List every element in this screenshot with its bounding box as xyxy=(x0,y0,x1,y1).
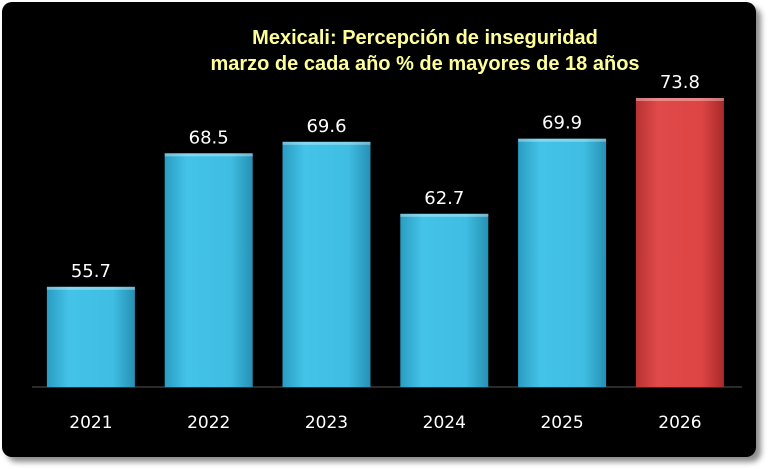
x-tick-label-2024: 2024 xyxy=(423,413,466,433)
x-tick-label-2023: 2023 xyxy=(305,413,348,433)
bar-2021 xyxy=(46,286,135,387)
x-tick-label-2022: 2022 xyxy=(187,413,230,433)
data-label-2026: 73.8 xyxy=(660,72,700,93)
bar-2026 xyxy=(635,98,724,387)
bar-top-highlight-2021 xyxy=(46,286,135,290)
data-label-2025: 69.9 xyxy=(542,113,582,134)
x-tick-label-2021: 2021 xyxy=(69,413,112,433)
data-label-2024: 62.7 xyxy=(424,188,464,209)
bar-top-highlight-2024 xyxy=(400,213,489,217)
data-label-2023: 69.6 xyxy=(306,116,346,137)
bar-top-highlight-2025 xyxy=(518,138,607,142)
bar-2025 xyxy=(518,138,607,387)
data-label-2021: 55.7 xyxy=(71,261,111,282)
bar-2023 xyxy=(282,141,371,387)
x-axis-tick-labels: 2021 2022 2023 2024 2025 2026 xyxy=(69,413,701,433)
bar-2024 xyxy=(400,213,489,387)
bar-top-highlight-2026 xyxy=(635,98,724,101)
data-labels: 55.7 68.5 69.6 62.7 69.9 73.8 xyxy=(71,72,700,282)
x-tick-label-2026: 2026 xyxy=(658,413,701,433)
bar-2022 xyxy=(164,153,253,387)
chart-title-line-2: marzo de cada año % de mayores de 18 año… xyxy=(210,53,639,75)
data-label-2022: 68.5 xyxy=(189,127,229,148)
x-tick-label-2025: 2025 xyxy=(540,413,583,433)
bar-top-highlight-2023 xyxy=(282,141,371,145)
bar-series xyxy=(46,98,724,387)
chart-title-line-1: Mexicali: Percepción de inseguridad xyxy=(252,27,598,49)
bar-top-highlight-2022 xyxy=(164,153,253,157)
